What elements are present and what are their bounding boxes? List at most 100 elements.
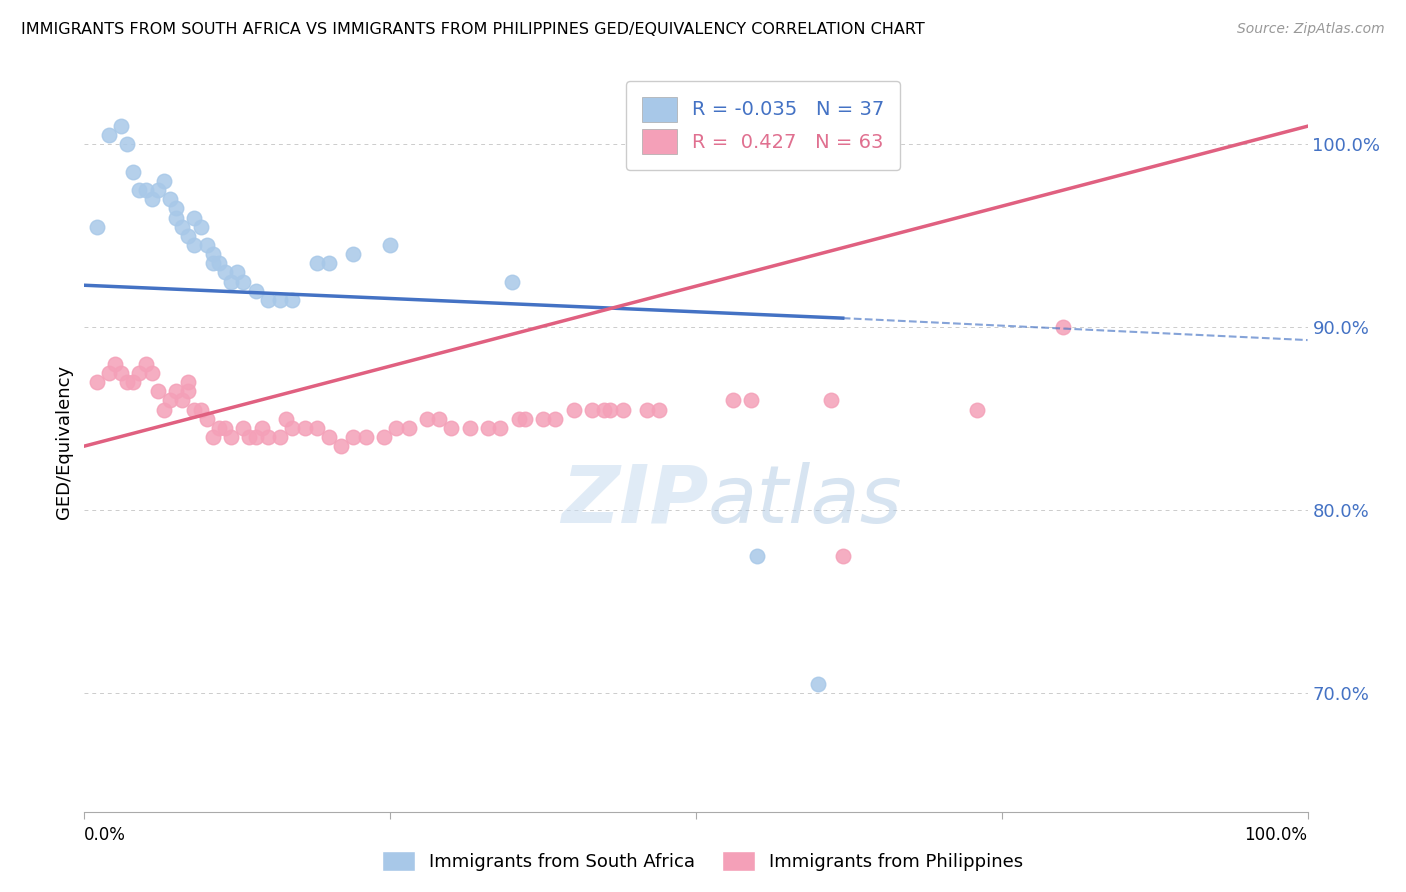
Point (201, 256, 224, 270)
Point (128, 366, 150, 380)
Point (177, 228, 200, 243)
Point (195, 238, 218, 252)
Text: Source: ZipAtlas.com: Source: ZipAtlas.com (1237, 22, 1385, 37)
Point (245, 284, 267, 298)
Point (1052, 320, 1074, 334)
Point (208, 421, 231, 435)
Point (250, 421, 273, 435)
Point (104, 357, 127, 371)
Point (115, 137, 138, 152)
Text: 0.0%: 0.0% (84, 826, 127, 845)
Text: IMMIGRANTS FROM SOUTH AFRICA VS IMMIGRANTS FROM PHILIPPINES GED/EQUIVALENCY CORR: IMMIGRANTS FROM SOUTH AFRICA VS IMMIGRAN… (21, 22, 925, 37)
Point (165, 384, 187, 399)
Point (740, 393, 762, 408)
Point (398, 421, 420, 435)
Text: atlas: atlas (709, 462, 903, 540)
Point (122, 165, 145, 179)
Text: 100.0%: 100.0% (1244, 826, 1308, 845)
Point (458, 421, 481, 435)
Point (636, 402, 658, 417)
Point (562, 402, 585, 417)
Point (648, 402, 671, 417)
Text: ZIP: ZIP (561, 462, 709, 540)
Point (122, 375, 145, 389)
Point (153, 174, 176, 188)
Point (318, 256, 340, 270)
Point (219, 430, 242, 444)
Point (86, 219, 108, 234)
Point (128, 183, 150, 197)
Point (232, 421, 254, 435)
Point (831, 549, 853, 563)
Point (190, 402, 212, 417)
Point (195, 411, 218, 425)
Point (153, 402, 176, 417)
Point (146, 183, 169, 197)
Point (159, 393, 181, 408)
Point (159, 192, 181, 206)
Point (544, 411, 567, 425)
Point (135, 183, 157, 197)
Point (208, 256, 231, 270)
Point (440, 421, 463, 435)
Point (97, 128, 120, 143)
Point (232, 275, 254, 289)
Point (508, 411, 530, 425)
Point (172, 393, 194, 408)
Point (276, 411, 298, 425)
Point (190, 219, 212, 234)
Point (581, 402, 603, 417)
Point (238, 430, 260, 444)
Point (183, 238, 205, 252)
Point (281, 293, 304, 307)
Point (502, 275, 524, 289)
Point (477, 421, 499, 435)
Point (612, 402, 634, 417)
Point (721, 393, 744, 408)
Point (110, 119, 132, 133)
Point (599, 402, 621, 417)
Point (115, 375, 138, 389)
Point (269, 430, 291, 444)
Legend: Immigrants from South Africa, Immigrants from Philippines: Immigrants from South Africa, Immigrants… (375, 844, 1031, 879)
Point (86, 375, 108, 389)
Point (177, 384, 200, 399)
Point (257, 293, 280, 307)
Point (966, 402, 988, 417)
Point (807, 677, 830, 691)
Legend: R = -0.035   N = 37, R =  0.427   N = 63: R = -0.035 N = 37, R = 0.427 N = 63 (626, 81, 900, 170)
Point (141, 192, 163, 206)
Point (294, 421, 316, 435)
Point (172, 219, 194, 234)
Point (513, 411, 536, 425)
Point (257, 430, 280, 444)
Point (214, 265, 236, 279)
Point (318, 430, 340, 444)
Point (219, 275, 242, 289)
Point (97, 366, 120, 380)
Point (354, 430, 377, 444)
Point (330, 439, 353, 453)
Point (135, 357, 157, 371)
Point (141, 366, 163, 380)
Point (201, 430, 224, 444)
Point (531, 411, 554, 425)
Point (110, 366, 132, 380)
Point (305, 256, 328, 270)
Point (165, 202, 187, 216)
Y-axis label: GED/Equivalency: GED/Equivalency (55, 365, 73, 518)
Point (214, 421, 236, 435)
Point (269, 293, 291, 307)
Point (165, 211, 187, 225)
Point (183, 402, 205, 417)
Point (380, 238, 402, 252)
Point (281, 421, 304, 435)
Point (342, 430, 364, 444)
Point (201, 247, 224, 261)
Point (373, 430, 395, 444)
Point (427, 411, 450, 425)
Point (747, 549, 769, 563)
Point (183, 211, 205, 225)
Point (416, 411, 439, 425)
Point (820, 393, 842, 408)
